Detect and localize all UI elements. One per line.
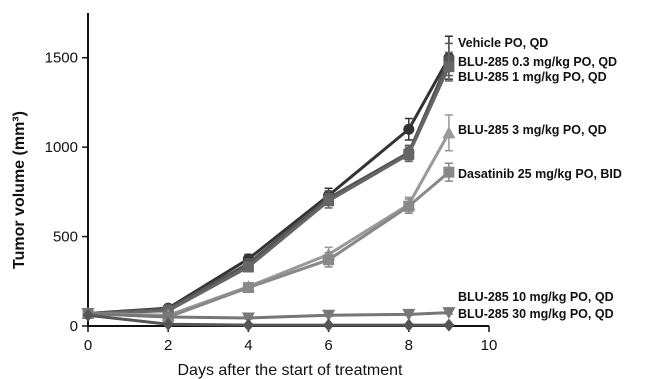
data-point <box>443 318 455 332</box>
y-tick-label: 0 <box>70 318 78 335</box>
data-point <box>322 309 336 322</box>
data-point <box>403 200 415 212</box>
data-point <box>242 282 254 294</box>
y-tick-label: 1000 <box>45 139 78 156</box>
series-6 <box>82 308 455 332</box>
axis-ticks: 0 2 4 6 8 10 0 500 1000 1500 <box>45 50 498 354</box>
series-label: BLU-285 0.3 mg/kg PO, QD <box>458 55 617 69</box>
series-3 <box>81 114 456 321</box>
series-line <box>87 66 451 315</box>
x-tick-label: 10 <box>481 337 498 354</box>
series-label: Vehicle PO, QD <box>458 36 548 50</box>
data-point <box>323 195 335 207</box>
x-axis-title: Days after the start of treatment <box>178 362 404 379</box>
data-point <box>242 318 254 332</box>
data-point <box>403 318 415 332</box>
data-point <box>162 317 174 331</box>
y-tick-label: 500 <box>53 229 78 246</box>
series-line <box>87 311 449 320</box>
series-label: BLU-285 1 mg/kg PO, QD <box>458 70 607 84</box>
series-label: BLU-285 30 mg/kg PO, QD <box>458 307 614 321</box>
x-tick-label: 8 <box>405 337 413 354</box>
data-point <box>403 123 415 135</box>
series-label: Dasatinib 25 mg/kg PO, BID <box>458 167 622 181</box>
data-point <box>242 261 254 273</box>
series-label: BLU-285 10 mg/kg PO, QD <box>458 290 614 304</box>
y-axis-title: Tumor volume (mm³) <box>11 111 28 269</box>
x-tick-label: 2 <box>164 337 172 354</box>
x-tick-label: 6 <box>324 337 332 354</box>
data-point <box>443 166 455 178</box>
data-point <box>442 126 456 139</box>
series-label: BLU-285 3 mg/kg PO, QD <box>458 123 607 137</box>
x-tick-label: 4 <box>244 337 252 354</box>
data-point <box>442 307 456 320</box>
data-point <box>443 61 455 73</box>
series-line <box>87 313 449 327</box>
data-point <box>403 148 415 160</box>
data-point <box>323 318 335 332</box>
series-layer <box>81 35 456 332</box>
data-point <box>82 308 94 322</box>
series-0 <box>82 35 455 319</box>
data-point <box>241 312 255 325</box>
data-point <box>161 311 175 324</box>
series-line <box>87 58 451 315</box>
series-line <box>87 56 451 315</box>
x-tick-label: 0 <box>84 337 92 354</box>
y-tick-label: 1500 <box>45 50 78 67</box>
data-point <box>323 254 335 266</box>
data-point <box>402 308 416 321</box>
